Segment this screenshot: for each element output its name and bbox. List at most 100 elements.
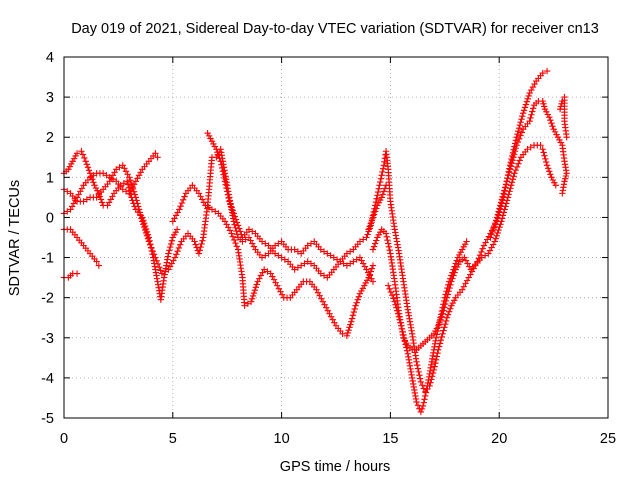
data-point <box>356 238 364 245</box>
data-point <box>509 157 516 164</box>
data-point <box>230 236 238 244</box>
data-point <box>166 247 173 254</box>
data-point <box>432 356 440 364</box>
data-point <box>134 175 141 182</box>
data-point <box>225 224 232 231</box>
y-tick-label: 3 <box>46 90 54 106</box>
data-point <box>125 184 133 191</box>
data-point <box>494 211 502 218</box>
data-point <box>139 218 146 225</box>
data-point <box>492 235 499 242</box>
data-point <box>372 198 380 206</box>
data-point <box>346 324 353 331</box>
data-point <box>501 187 508 194</box>
data-point <box>433 353 441 360</box>
data-point <box>443 314 451 321</box>
data-point <box>319 298 327 305</box>
data-point <box>413 398 420 406</box>
data-point <box>249 292 257 300</box>
data-point <box>497 202 504 209</box>
data-point <box>529 105 537 112</box>
data-point <box>548 119 555 127</box>
data-point <box>367 220 375 227</box>
data-point <box>370 243 378 250</box>
data-point <box>377 178 384 186</box>
data-point <box>166 243 174 251</box>
data-point <box>497 199 505 206</box>
data-point <box>442 320 449 328</box>
data-point <box>123 178 131 185</box>
data-point <box>88 173 95 180</box>
data-point <box>226 227 234 234</box>
series-track-j <box>365 182 390 233</box>
data-point <box>223 184 230 192</box>
data-point <box>488 244 495 251</box>
data-point <box>248 295 256 303</box>
data-point <box>281 256 289 263</box>
y-tick-label: -3 <box>41 331 54 347</box>
data-point <box>343 262 351 269</box>
data-point <box>136 209 144 216</box>
data-point <box>403 347 411 354</box>
data-point <box>144 235 152 242</box>
data-point <box>242 236 249 243</box>
data-point <box>259 269 266 276</box>
data-point <box>124 181 132 188</box>
data-point <box>348 315 356 322</box>
data-point <box>367 268 375 275</box>
data-point <box>376 182 383 189</box>
data-point <box>82 158 89 165</box>
data-point <box>154 260 162 268</box>
data-point <box>321 301 328 308</box>
data-point <box>474 258 481 265</box>
data-point <box>177 203 184 210</box>
data-point <box>451 263 458 270</box>
data-point <box>371 240 379 247</box>
data-point <box>347 321 354 328</box>
data-point <box>353 256 360 263</box>
data-point <box>419 382 426 389</box>
data-point <box>444 311 452 318</box>
data-point <box>395 313 403 320</box>
data-point <box>520 107 528 114</box>
data-point <box>352 302 359 309</box>
data-point <box>113 166 120 173</box>
data-point <box>513 163 521 171</box>
data-point <box>230 210 237 217</box>
data-point <box>171 254 179 261</box>
series-track-c <box>60 150 161 217</box>
data-point <box>439 304 446 311</box>
data-point <box>437 336 445 344</box>
data-point <box>165 250 172 257</box>
data-point <box>414 361 421 369</box>
data-point <box>440 327 447 334</box>
data-point <box>370 211 378 218</box>
data-point <box>350 308 358 316</box>
data-point <box>119 186 126 193</box>
data-point <box>97 196 105 203</box>
data-point <box>344 329 351 337</box>
data-point <box>221 174 228 182</box>
data-point <box>127 179 135 187</box>
data-point <box>348 318 355 325</box>
x-tick-label: 5 <box>169 431 177 447</box>
data-point <box>381 185 389 192</box>
data-point <box>399 328 406 336</box>
data-point <box>214 149 221 156</box>
data-point <box>515 128 522 135</box>
data-point <box>506 169 513 176</box>
data-point <box>90 179 97 186</box>
data-point <box>552 182 559 189</box>
data-point <box>386 285 393 293</box>
data-point <box>445 281 452 289</box>
data-point <box>327 313 335 320</box>
data-point <box>330 254 338 261</box>
data-point <box>218 161 225 168</box>
data-point <box>440 301 447 308</box>
data-point <box>464 260 471 267</box>
data-point <box>256 275 263 282</box>
data-point <box>346 248 354 255</box>
data-point <box>519 112 526 120</box>
data-point <box>275 285 283 292</box>
data-point <box>375 185 382 192</box>
